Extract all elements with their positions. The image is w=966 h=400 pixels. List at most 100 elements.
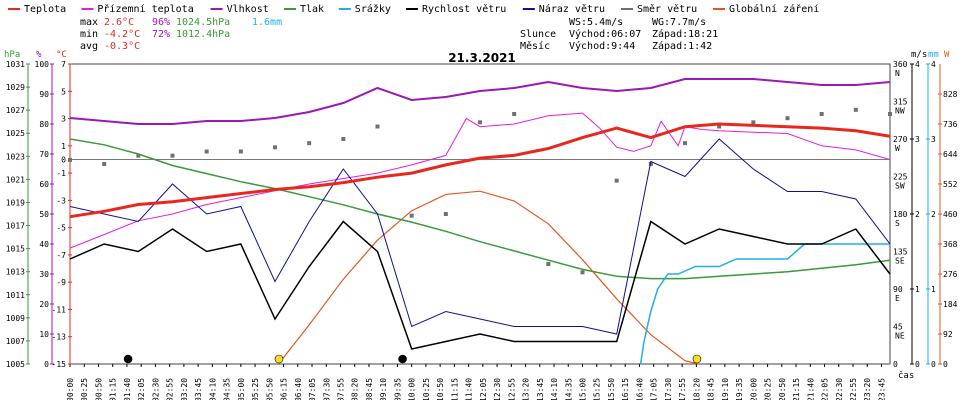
- axis-humidity-label-5: 50: [39, 210, 49, 219]
- x-tick-label-26: 10:50: [436, 378, 445, 400]
- axis-humidity-label-1: 90: [39, 90, 49, 99]
- axis-pressure-label-0: 1031: [6, 60, 25, 69]
- x-tick-label-4: 01:40: [123, 378, 132, 400]
- axis-temp-label-7: -5: [56, 224, 66, 233]
- x-tick-label-40: 16:40: [635, 378, 644, 400]
- unit-mm: mm: [928, 50, 939, 60]
- axis-pressure-label-8: 1015: [6, 245, 25, 254]
- axis-rad-label-2: 644: [943, 150, 958, 159]
- x-tick-label-13: 05:25: [251, 378, 260, 400]
- unit-ms: m/s: [911, 50, 927, 60]
- x-tick-label-51: 21:15: [792, 378, 801, 400]
- axis-dir-label-7: 45: [893, 323, 903, 332]
- axis-rain-label-4: 0: [931, 360, 936, 369]
- axis-rad-label-7: 184: [943, 300, 958, 309]
- chart-title: 21.3.2021: [448, 51, 516, 65]
- legend-label-2: Vlhkost: [227, 4, 269, 15]
- sun-set: Západ:18:21: [652, 28, 718, 40]
- stats-max-press: 1024.5hPa: [176, 17, 230, 28]
- x-tick-label-38: 15:50: [607, 378, 616, 400]
- x-tick-label-18: 07:30: [322, 378, 331, 400]
- axis-dir-label-1: 315: [893, 98, 908, 107]
- unit-w: W: [944, 50, 950, 60]
- series-temperature: [69, 122, 891, 219]
- x-tick-label-3: 01:15: [109, 378, 118, 400]
- direction-point-10: [409, 213, 414, 218]
- moon-label: Měsíc: [520, 40, 550, 52]
- stats-max-rain: 1.6mm: [252, 17, 282, 28]
- x-tick-label-6: 02:30: [151, 378, 160, 400]
- axis-dir-name-3: SW: [895, 182, 905, 191]
- ws-value: WS:5.4m/s: [569, 17, 623, 28]
- x-tick-label-55: 22:55: [849, 378, 858, 400]
- x-tick-label-35: 14:35: [564, 378, 573, 400]
- axis-humidity-label-9: 10: [39, 330, 49, 339]
- axis-dir-name-4: S: [895, 219, 900, 228]
- direction-point-0: [68, 157, 72, 162]
- stats-max-temp: 2.6°C: [104, 17, 134, 28]
- axis-rad-label-5: 368: [943, 240, 958, 249]
- axis-pressure-label-3: 1025: [6, 129, 25, 138]
- axis-rad-label-0: 828: [943, 90, 958, 99]
- direction-point-7: [307, 141, 312, 146]
- x-tick-label-5: 02:05: [137, 378, 146, 400]
- axis-dir-label-3: 225: [893, 173, 908, 182]
- x-tick-label-9: 03:45: [194, 378, 203, 400]
- x-tick-label-57: 23:45: [877, 378, 886, 400]
- unit-time: čas: [898, 370, 914, 381]
- axis-humidity-label-6: 40: [39, 240, 49, 249]
- x-tick-label-20: 08:20: [351, 378, 360, 400]
- series-humidity: [69, 78, 891, 125]
- axis-temp-label-5: -1: [56, 169, 66, 178]
- axis-dir-label-5: 135: [893, 248, 908, 257]
- direction-point-24: [888, 112, 892, 116]
- legend-label-3: Tlak: [300, 4, 324, 15]
- direction-point-19: [717, 124, 722, 129]
- x-tick-label-28: 11:40: [465, 378, 474, 400]
- stats-min-label: min: [80, 29, 98, 40]
- x-tick-label-54: 22:30: [835, 378, 844, 400]
- axis-pressure-label-11: 1009: [6, 314, 25, 323]
- x-tick-label-36: 15:00: [579, 378, 588, 400]
- axis-wind-label-3: 1: [915, 285, 920, 294]
- axis-temp-label-12: -15: [52, 360, 67, 369]
- axis-rain-label-0: 4: [931, 60, 936, 69]
- axis-temp-label-2: 3: [61, 115, 66, 124]
- legend-label-6: Náraz větru: [539, 3, 605, 15]
- legend-label-0: Teplota: [24, 4, 66, 15]
- stats-min-hum: 72%: [152, 29, 170, 40]
- stats-min-temp: -4.2°C: [104, 29, 140, 40]
- axis-dir-label-4: 180: [893, 210, 908, 219]
- moonset-marker: [123, 354, 133, 364]
- axis-pressure-label-13: 1005: [6, 360, 25, 369]
- axis-wind-label-0: 4: [915, 60, 920, 69]
- x-tick-label-19: 07:55: [336, 378, 345, 400]
- axis-rain-label-1: 3: [931, 135, 936, 144]
- axis-rad-label-8: 92: [943, 330, 953, 339]
- legend-label-4: Srážky: [355, 3, 391, 15]
- direction-point-6: [273, 145, 277, 150]
- axis-humidity-label-3: 70: [39, 150, 49, 159]
- x-tick-label-17: 07:05: [308, 378, 317, 400]
- axis-rad-label-4: 460: [943, 210, 958, 219]
- axis-rad-label-3: 552: [943, 180, 958, 189]
- x-tick-label-52: 21:40: [806, 378, 815, 400]
- unit-pct: %: [36, 50, 42, 60]
- x-tick-label-15: 06:15: [280, 378, 289, 400]
- axis-dir-label-2: 270: [893, 135, 908, 144]
- axis-pressure-label-7: 1017: [6, 222, 25, 231]
- wg-value: WG:7.7m/s: [652, 17, 706, 28]
- x-tick-label-42: 17:30: [664, 378, 673, 400]
- x-tick-label-48: 20:00: [749, 378, 758, 400]
- legend-label-5: Rychlost větru: [422, 3, 506, 15]
- series-rain: [639, 243, 890, 365]
- stats-block: max 2.6°C 96% 1024.5hPa 1.6mm min -4.2°C…: [80, 17, 282, 52]
- axis-humidity-label-2: 80: [39, 120, 49, 129]
- sun-rise: Východ:06:07: [569, 28, 641, 40]
- x-tick-label-23: 09:35: [393, 378, 402, 400]
- axis-dir-label-6: 90: [893, 285, 903, 294]
- moon-set: Západ:1:42: [652, 40, 712, 52]
- x-tick-label-12: 05:00: [237, 378, 246, 400]
- axis-dir-name-0: N: [895, 69, 900, 78]
